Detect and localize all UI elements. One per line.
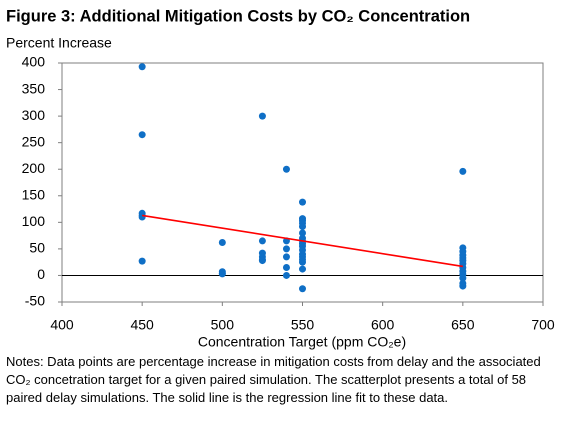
data-point <box>258 257 266 265</box>
data-point <box>299 198 306 206</box>
data-point <box>282 165 290 173</box>
data-point <box>299 223 306 231</box>
x-tick-label: 650 <box>451 317 475 333</box>
x-tick-label: 400 <box>50 317 74 333</box>
data-point <box>459 274 467 282</box>
y-tick-label: 250 <box>22 133 46 149</box>
chart: Figure 3: Additional Mitigation Costs by… <box>6 7 555 350</box>
y-tick-label: 400 <box>22 54 46 70</box>
data-point <box>138 213 146 221</box>
y-axis-label: Percent Increase <box>6 35 112 51</box>
x-tick-label: 700 <box>531 317 555 333</box>
y-tick-label: 350 <box>22 80 46 96</box>
x-tick-label: 450 <box>130 317 154 333</box>
data-point <box>138 63 146 71</box>
x-tick-label: 600 <box>371 317 395 333</box>
data-point <box>282 253 290 261</box>
y-tick-label: -50 <box>25 293 45 309</box>
data-point <box>299 285 306 293</box>
data-point <box>282 263 290 271</box>
notes: Notes: Data points are percentage increa… <box>6 354 541 405</box>
data-point <box>258 112 266 120</box>
y-tick-label: 150 <box>22 186 46 202</box>
data-point <box>258 237 266 245</box>
x-axis-label: Concentration Target (ppm CO₂e) <box>198 334 406 350</box>
data-point <box>138 131 146 139</box>
data-point <box>299 265 306 273</box>
data-point <box>282 271 290 279</box>
data-point <box>218 270 226 278</box>
data-point <box>218 239 226 247</box>
y-tick-label: 100 <box>22 213 46 229</box>
x-tick-label: 550 <box>291 317 315 333</box>
data-point <box>282 245 290 253</box>
data-point <box>138 257 146 265</box>
chart-title: Figure 3: Additional Mitigation Costs by… <box>6 7 470 25</box>
data-point <box>299 229 306 237</box>
y-tick-label: 300 <box>22 107 46 123</box>
regression-line <box>142 214 463 268</box>
y-tick-label: 50 <box>29 240 45 256</box>
data-point <box>459 282 467 290</box>
data-point <box>459 167 467 175</box>
x-tick-label: 500 <box>211 317 235 333</box>
data-point <box>299 258 306 266</box>
y-tick-label: 0 <box>37 266 45 282</box>
y-tick-label: 200 <box>22 160 46 176</box>
